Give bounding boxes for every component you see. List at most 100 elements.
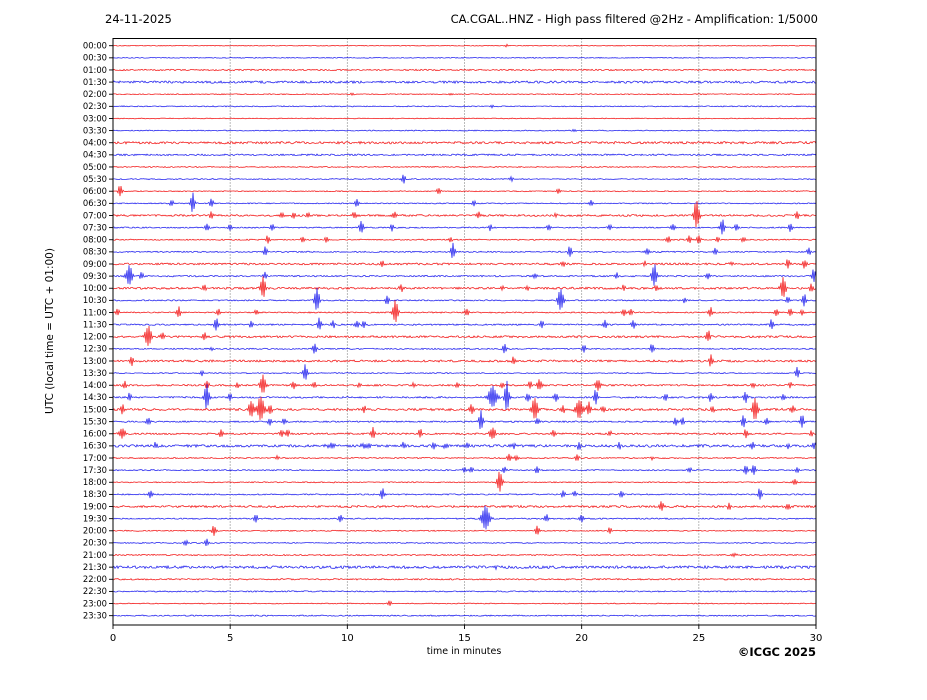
y-tick-label: 13:30 — [83, 368, 107, 378]
trace-row-11:00 — [112, 300, 817, 323]
trace-row-08:30 — [112, 242, 817, 258]
y-tick-label: 03:00 — [83, 113, 107, 123]
trace-row-23:30 — [112, 614, 817, 617]
trace-row-19:30 — [112, 505, 817, 530]
trace-row-13:30 — [112, 364, 817, 380]
x-axis-label: time in minutes — [426, 646, 502, 657]
trace-row-03:00 — [112, 117, 817, 120]
trace-row-04:00 — [112, 140, 817, 145]
y-tick-label: 05:30 — [83, 174, 107, 184]
trace-row-05:30 — [112, 174, 817, 184]
y-tick-label: 06:00 — [83, 186, 107, 196]
y-tick-label: 00:30 — [83, 53, 107, 63]
trace-row-14:00 — [112, 374, 817, 393]
y-tick-label: 21:30 — [83, 562, 107, 572]
y-tick-label: 17:30 — [83, 465, 107, 475]
trace-row-17:30 — [112, 465, 817, 475]
y-tick-label: 01:00 — [83, 65, 107, 75]
trace-row-00:00 — [112, 43, 817, 48]
y-tick-label: 05:00 — [83, 162, 107, 172]
y-tick-label: 22:30 — [83, 586, 107, 596]
trace-row-11:30 — [112, 317, 817, 331]
trace-row-12:30 — [112, 343, 817, 354]
x-tick-label: 30 — [810, 633, 823, 644]
y-tick-label: 16:30 — [83, 441, 107, 451]
y-tick-label: 08:30 — [83, 247, 107, 257]
y-tick-label: 09:00 — [83, 259, 107, 269]
y-tick-label: 23:30 — [83, 610, 107, 620]
trace-row-10:00 — [112, 276, 816, 297]
x-tick-label: 20 — [575, 633, 588, 644]
trace-row-01:30 — [112, 80, 817, 85]
date-label: 24-11-2025 — [105, 12, 172, 26]
y-tick-label: 20:00 — [83, 526, 107, 536]
y-tick-label: 22:00 — [83, 574, 107, 584]
page-title: CA.CGAL..HNZ - High pass filtered @2Hz -… — [450, 12, 818, 26]
y-tick-label: 17:00 — [83, 453, 107, 463]
y-tick-label: 15:30 — [83, 416, 107, 426]
trace-row-23:00 — [113, 600, 817, 606]
trace-row-20:30 — [112, 538, 817, 547]
y-tick-label: 03:30 — [83, 125, 107, 135]
y-tick-label: 21:00 — [83, 550, 107, 560]
y-tick-label: 06:30 — [83, 198, 107, 208]
x-tick-label: 10 — [341, 633, 354, 644]
trace-row-16:00 — [112, 426, 817, 439]
trace-row-21:00 — [112, 552, 817, 558]
trace-row-16:30 — [112, 441, 817, 450]
y-tick-label: 18:00 — [83, 477, 107, 487]
x-tick-label: 25 — [692, 633, 705, 644]
trace-row-07:30 — [112, 219, 817, 235]
trace-row-18:00 — [112, 471, 817, 492]
x-tick-label: 15 — [458, 633, 471, 644]
copyright-label: ©ICGC 2025 — [737, 645, 816, 659]
y-tick-label: 10:00 — [83, 283, 107, 293]
trace-row-09:30 — [112, 264, 817, 286]
trace-row-06:00 — [112, 186, 817, 197]
trace-row-07:00 — [112, 200, 817, 228]
y-tick-label: 04:00 — [83, 138, 107, 148]
y-tick-label: 19:00 — [83, 501, 107, 511]
y-tick-label: 08:00 — [83, 235, 107, 245]
y-tick-label: 19:30 — [83, 513, 107, 523]
y-tick-label: 07:00 — [83, 210, 107, 220]
trace-row-03:30 — [112, 128, 817, 133]
trace-row-22:00 — [112, 577, 817, 581]
trace-row-01:00 — [112, 68, 817, 72]
trace-row-19:00 — [112, 501, 817, 511]
y-tick-label: 14:30 — [83, 392, 107, 402]
trace-row-08:00 — [112, 235, 817, 244]
trace-row-09:00 — [112, 259, 817, 269]
y-tick-label: 13:00 — [83, 356, 107, 366]
y-tick-label: 10:30 — [83, 295, 107, 305]
trace-row-05:00 — [112, 165, 817, 169]
trace-row-17:00 — [112, 453, 817, 462]
y-tick-label: 02:00 — [83, 89, 107, 99]
trace-row-02:00 — [112, 92, 817, 97]
trace-row-13:00 — [112, 354, 817, 367]
trace-row-02:30 — [112, 104, 817, 109]
trace-row-18:30 — [112, 488, 817, 500]
y-tick-label: 04:30 — [83, 150, 107, 160]
x-tick-label: 5 — [227, 633, 233, 644]
y-tick-label: 11:00 — [83, 307, 107, 317]
y-tick-label: 11:30 — [83, 319, 107, 329]
trace-row-20:00 — [112, 525, 817, 536]
x-tick-label: 0 — [110, 633, 116, 644]
trace-row-14:30 — [112, 380, 817, 410]
y-tick-label: 07:30 — [83, 222, 107, 232]
y-tick-label: 15:00 — [83, 404, 107, 414]
trace-row-04:30 — [112, 153, 817, 157]
y-tick-label: 18:30 — [83, 489, 107, 499]
y-tick-label: 09:30 — [83, 271, 107, 281]
trace-row-15:00 — [112, 396, 817, 420]
trace-row-00:30 — [112, 56, 817, 59]
y-tick-label: 12:00 — [83, 332, 107, 342]
y-tick-label: 02:30 — [83, 101, 107, 111]
y-tick-label: 20:30 — [83, 538, 107, 548]
y-tick-label: 12:30 — [83, 344, 107, 354]
y-tick-label: 14:00 — [83, 380, 107, 390]
trace-row-10:30 — [112, 287, 816, 310]
trace-row-06:30 — [112, 192, 817, 212]
